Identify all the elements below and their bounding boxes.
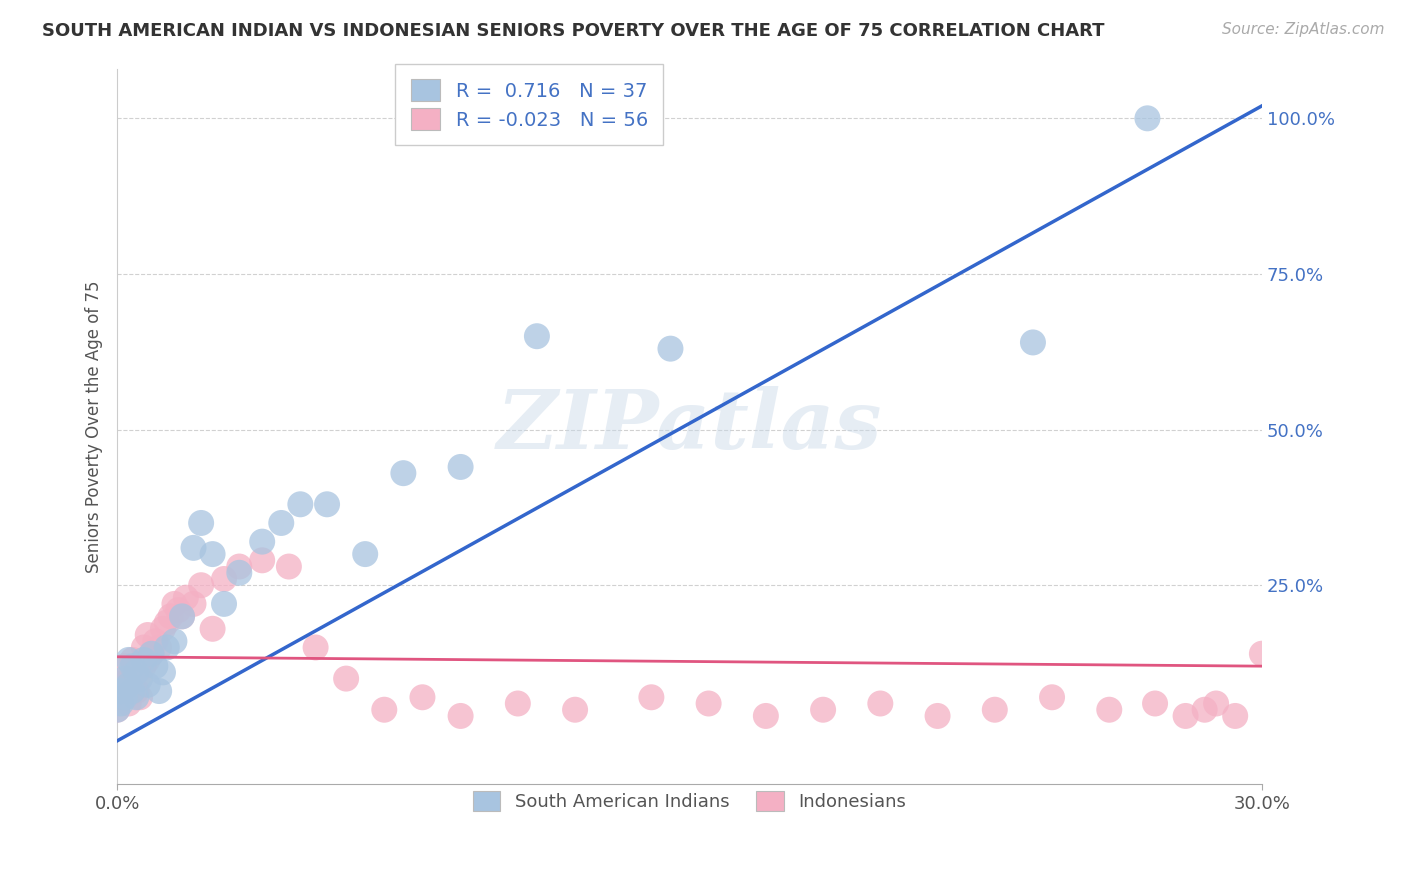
Point [148, 684, 170, 698]
Point [121, 684, 143, 698]
Point [117, 672, 139, 686]
Point [125, 690, 148, 705]
Point [1174, 709, 1197, 723]
Point [132, 640, 155, 655]
Point [290, 497, 312, 511]
Point [228, 566, 250, 580]
Point [141, 647, 163, 661]
Legend: South American Indians, Indonesians: South American Indians, Indonesians [458, 777, 921, 825]
Point [148, 640, 170, 655]
Point [212, 597, 235, 611]
Point [183, 541, 205, 555]
Point [170, 609, 193, 624]
Point [1040, 690, 1063, 705]
Point [1194, 703, 1216, 717]
Point [1205, 697, 1227, 711]
Point [201, 622, 224, 636]
Point [228, 559, 250, 574]
Point [373, 703, 395, 717]
Text: Source: ZipAtlas.com: Source: ZipAtlas.com [1222, 22, 1385, 37]
Point [927, 709, 949, 723]
Point [156, 615, 179, 630]
Point [125, 665, 148, 680]
Point [250, 534, 273, 549]
Point [304, 640, 326, 655]
Point [110, 697, 132, 711]
Point [1144, 697, 1167, 711]
Point [143, 659, 166, 673]
Point [159, 609, 181, 624]
Point [316, 497, 339, 511]
Point [129, 672, 152, 686]
Point [129, 672, 152, 686]
Point [1098, 703, 1121, 717]
Point [755, 709, 778, 723]
Point [526, 329, 548, 343]
Point [110, 684, 132, 698]
Point [411, 690, 433, 705]
Point [143, 634, 166, 648]
Point [114, 672, 136, 686]
Point [121, 653, 143, 667]
Point [335, 672, 357, 686]
Point [156, 640, 179, 655]
Text: SOUTH AMERICAN INDIAN VS INDONESIAN SENIORS POVERTY OVER THE AGE OF 75 CORRELATI: SOUTH AMERICAN INDIAN VS INDONESIAN SENI… [42, 22, 1105, 40]
Point [121, 659, 143, 673]
Point [659, 342, 682, 356]
Point [450, 459, 472, 474]
Point [129, 690, 152, 705]
Point [110, 678, 132, 692]
Point [392, 466, 415, 480]
Point [697, 697, 720, 711]
Point [201, 547, 224, 561]
Point [212, 572, 235, 586]
Point [117, 653, 139, 667]
Point [354, 547, 377, 561]
Point [136, 628, 159, 642]
Point [1022, 335, 1045, 350]
Point [117, 697, 139, 711]
Point [183, 597, 205, 611]
Point [1251, 647, 1274, 661]
Point [190, 516, 212, 530]
Point [152, 665, 174, 680]
Point [190, 578, 212, 592]
Point [1225, 709, 1247, 723]
Point [984, 703, 1007, 717]
Point [114, 690, 136, 705]
Point [105, 703, 128, 717]
Point [250, 553, 273, 567]
Point [110, 690, 132, 705]
Point [640, 690, 662, 705]
Point [450, 709, 472, 723]
Point [174, 591, 197, 605]
Point [105, 703, 128, 717]
Point [125, 684, 148, 698]
Point [141, 647, 163, 661]
Point [125, 665, 148, 680]
Point [132, 653, 155, 667]
Point [869, 697, 891, 711]
Point [136, 678, 159, 692]
Point [152, 622, 174, 636]
Point [132, 659, 155, 673]
Point [564, 703, 586, 717]
Point [170, 609, 193, 624]
Y-axis label: Seniors Poverty Over the Age of 75: Seniors Poverty Over the Age of 75 [86, 280, 103, 573]
Point [811, 703, 834, 717]
Point [136, 653, 159, 667]
Point [163, 634, 186, 648]
Point [506, 697, 529, 711]
Point [163, 597, 186, 611]
Point [114, 684, 136, 698]
Point [114, 659, 136, 673]
Text: ZIPatlas: ZIPatlas [496, 386, 883, 467]
Point [167, 603, 190, 617]
Point [270, 516, 292, 530]
Point [117, 678, 139, 692]
Point [1136, 112, 1159, 126]
Point [121, 678, 143, 692]
Point [277, 559, 299, 574]
